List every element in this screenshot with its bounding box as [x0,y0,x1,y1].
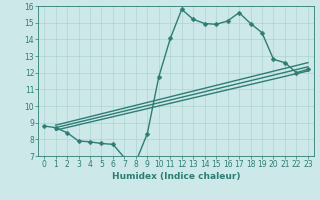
X-axis label: Humidex (Indice chaleur): Humidex (Indice chaleur) [112,172,240,181]
